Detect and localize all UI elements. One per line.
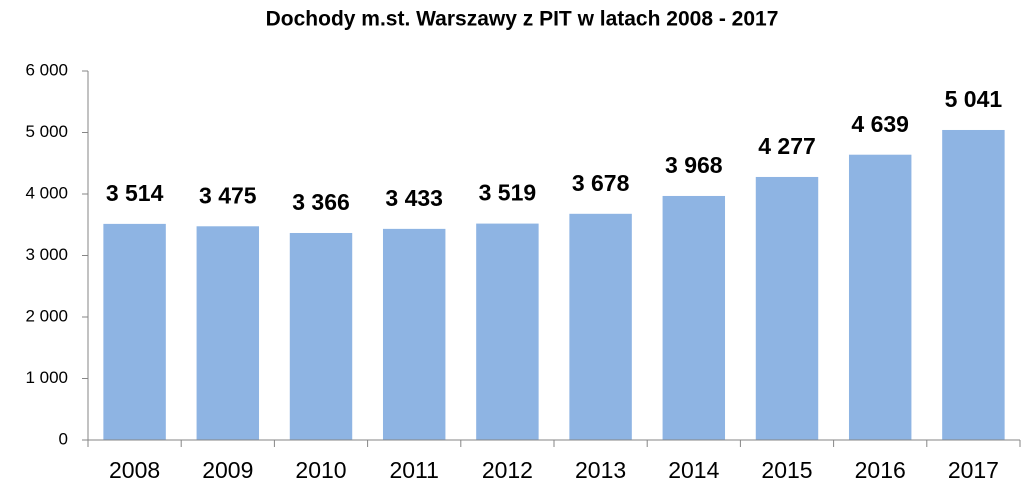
bar	[662, 195, 726, 440]
x-tick-label: 2009	[202, 457, 253, 483]
x-tick-label: 2012	[482, 457, 533, 483]
data-label: 3 519	[479, 180, 537, 206]
x-tick-label: 2017	[948, 457, 999, 483]
y-tick-label: 4 000	[25, 183, 68, 202]
data-label: 3 514	[106, 180, 164, 206]
bar	[103, 223, 166, 440]
data-label: 5 041	[945, 86, 1003, 112]
y-tick-label: 1 000	[25, 368, 68, 387]
data-label: 3 433	[385, 185, 443, 211]
data-label: 3 366	[292, 189, 350, 215]
data-label: 3 678	[572, 170, 630, 196]
y-tick-label: 3 000	[25, 245, 68, 264]
data-label: 3 475	[199, 182, 257, 208]
x-tick-label: 2010	[295, 457, 346, 483]
bar	[569, 213, 632, 440]
x-tick-label: 2011	[389, 457, 438, 483]
x-tick-label: 2008	[109, 457, 160, 483]
data-label: 4 277	[758, 133, 816, 159]
x-tick-label: 2016	[855, 457, 906, 483]
chart-title: Dochody m.st. Warszawy z PIT w latach 20…	[266, 8, 779, 31]
bar	[848, 154, 912, 440]
x-tick-label: 2013	[575, 457, 626, 483]
x-tick-label: 2015	[761, 457, 812, 483]
bar	[196, 226, 260, 440]
bar	[755, 176, 819, 441]
y-tick-label: 0	[59, 429, 68, 448]
y-tick-label: 5 000	[25, 122, 68, 141]
bar	[476, 223, 539, 440]
bar	[289, 232, 353, 440]
y-tick-label: 6 000	[25, 60, 68, 79]
y-tick-label: 2 000	[25, 306, 68, 325]
bar	[382, 228, 446, 440]
x-tick-label: 2014	[668, 457, 719, 483]
data-label: 3 968	[665, 152, 723, 178]
data-label: 4 639	[851, 111, 909, 137]
bar	[942, 129, 1005, 440]
